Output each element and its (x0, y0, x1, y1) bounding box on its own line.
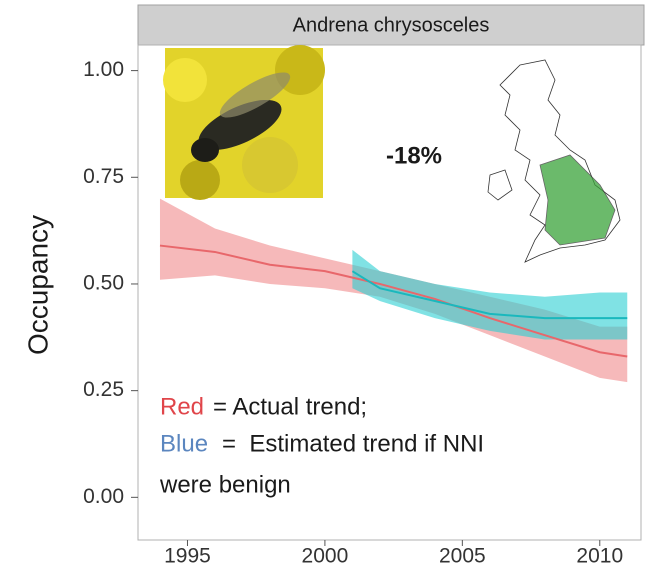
legend-blue-key: Blue (160, 430, 208, 457)
x-tick-label: 1995 (164, 545, 211, 567)
chart-title: Andrena chrysosceles (293, 14, 490, 36)
plot-area (159, 198, 628, 383)
bee-photo (163, 45, 325, 200)
x-tick-label: 2005 (439, 545, 486, 567)
legend-red-key: Red (160, 393, 204, 420)
y-tick-label: 1.00 (83, 58, 124, 81)
legend-red-text: = Actual trend; (213, 393, 367, 420)
y-tick-label: 0.00 (83, 485, 124, 508)
x-tick-label: 2000 (302, 545, 349, 567)
facet-strip (137, 4, 645, 46)
change-label: -18% (386, 142, 442, 169)
y-tick-label: 0.50 (83, 272, 124, 295)
y-tick-label: 0.75 (83, 165, 124, 188)
y-tick-label: 0.25 (83, 378, 124, 401)
x-tick-label: 2010 (576, 545, 623, 567)
trend-line (159, 244, 628, 358)
legend-blue-text-2: were benign (159, 471, 291, 498)
confidence-band (352, 249, 628, 340)
uk-map (487, 59, 621, 263)
legend-blue-text: = Estimated trend if NNI (222, 430, 484, 457)
trend-line (351, 270, 628, 320)
y-axis-label: Occupancy (22, 215, 53, 355)
